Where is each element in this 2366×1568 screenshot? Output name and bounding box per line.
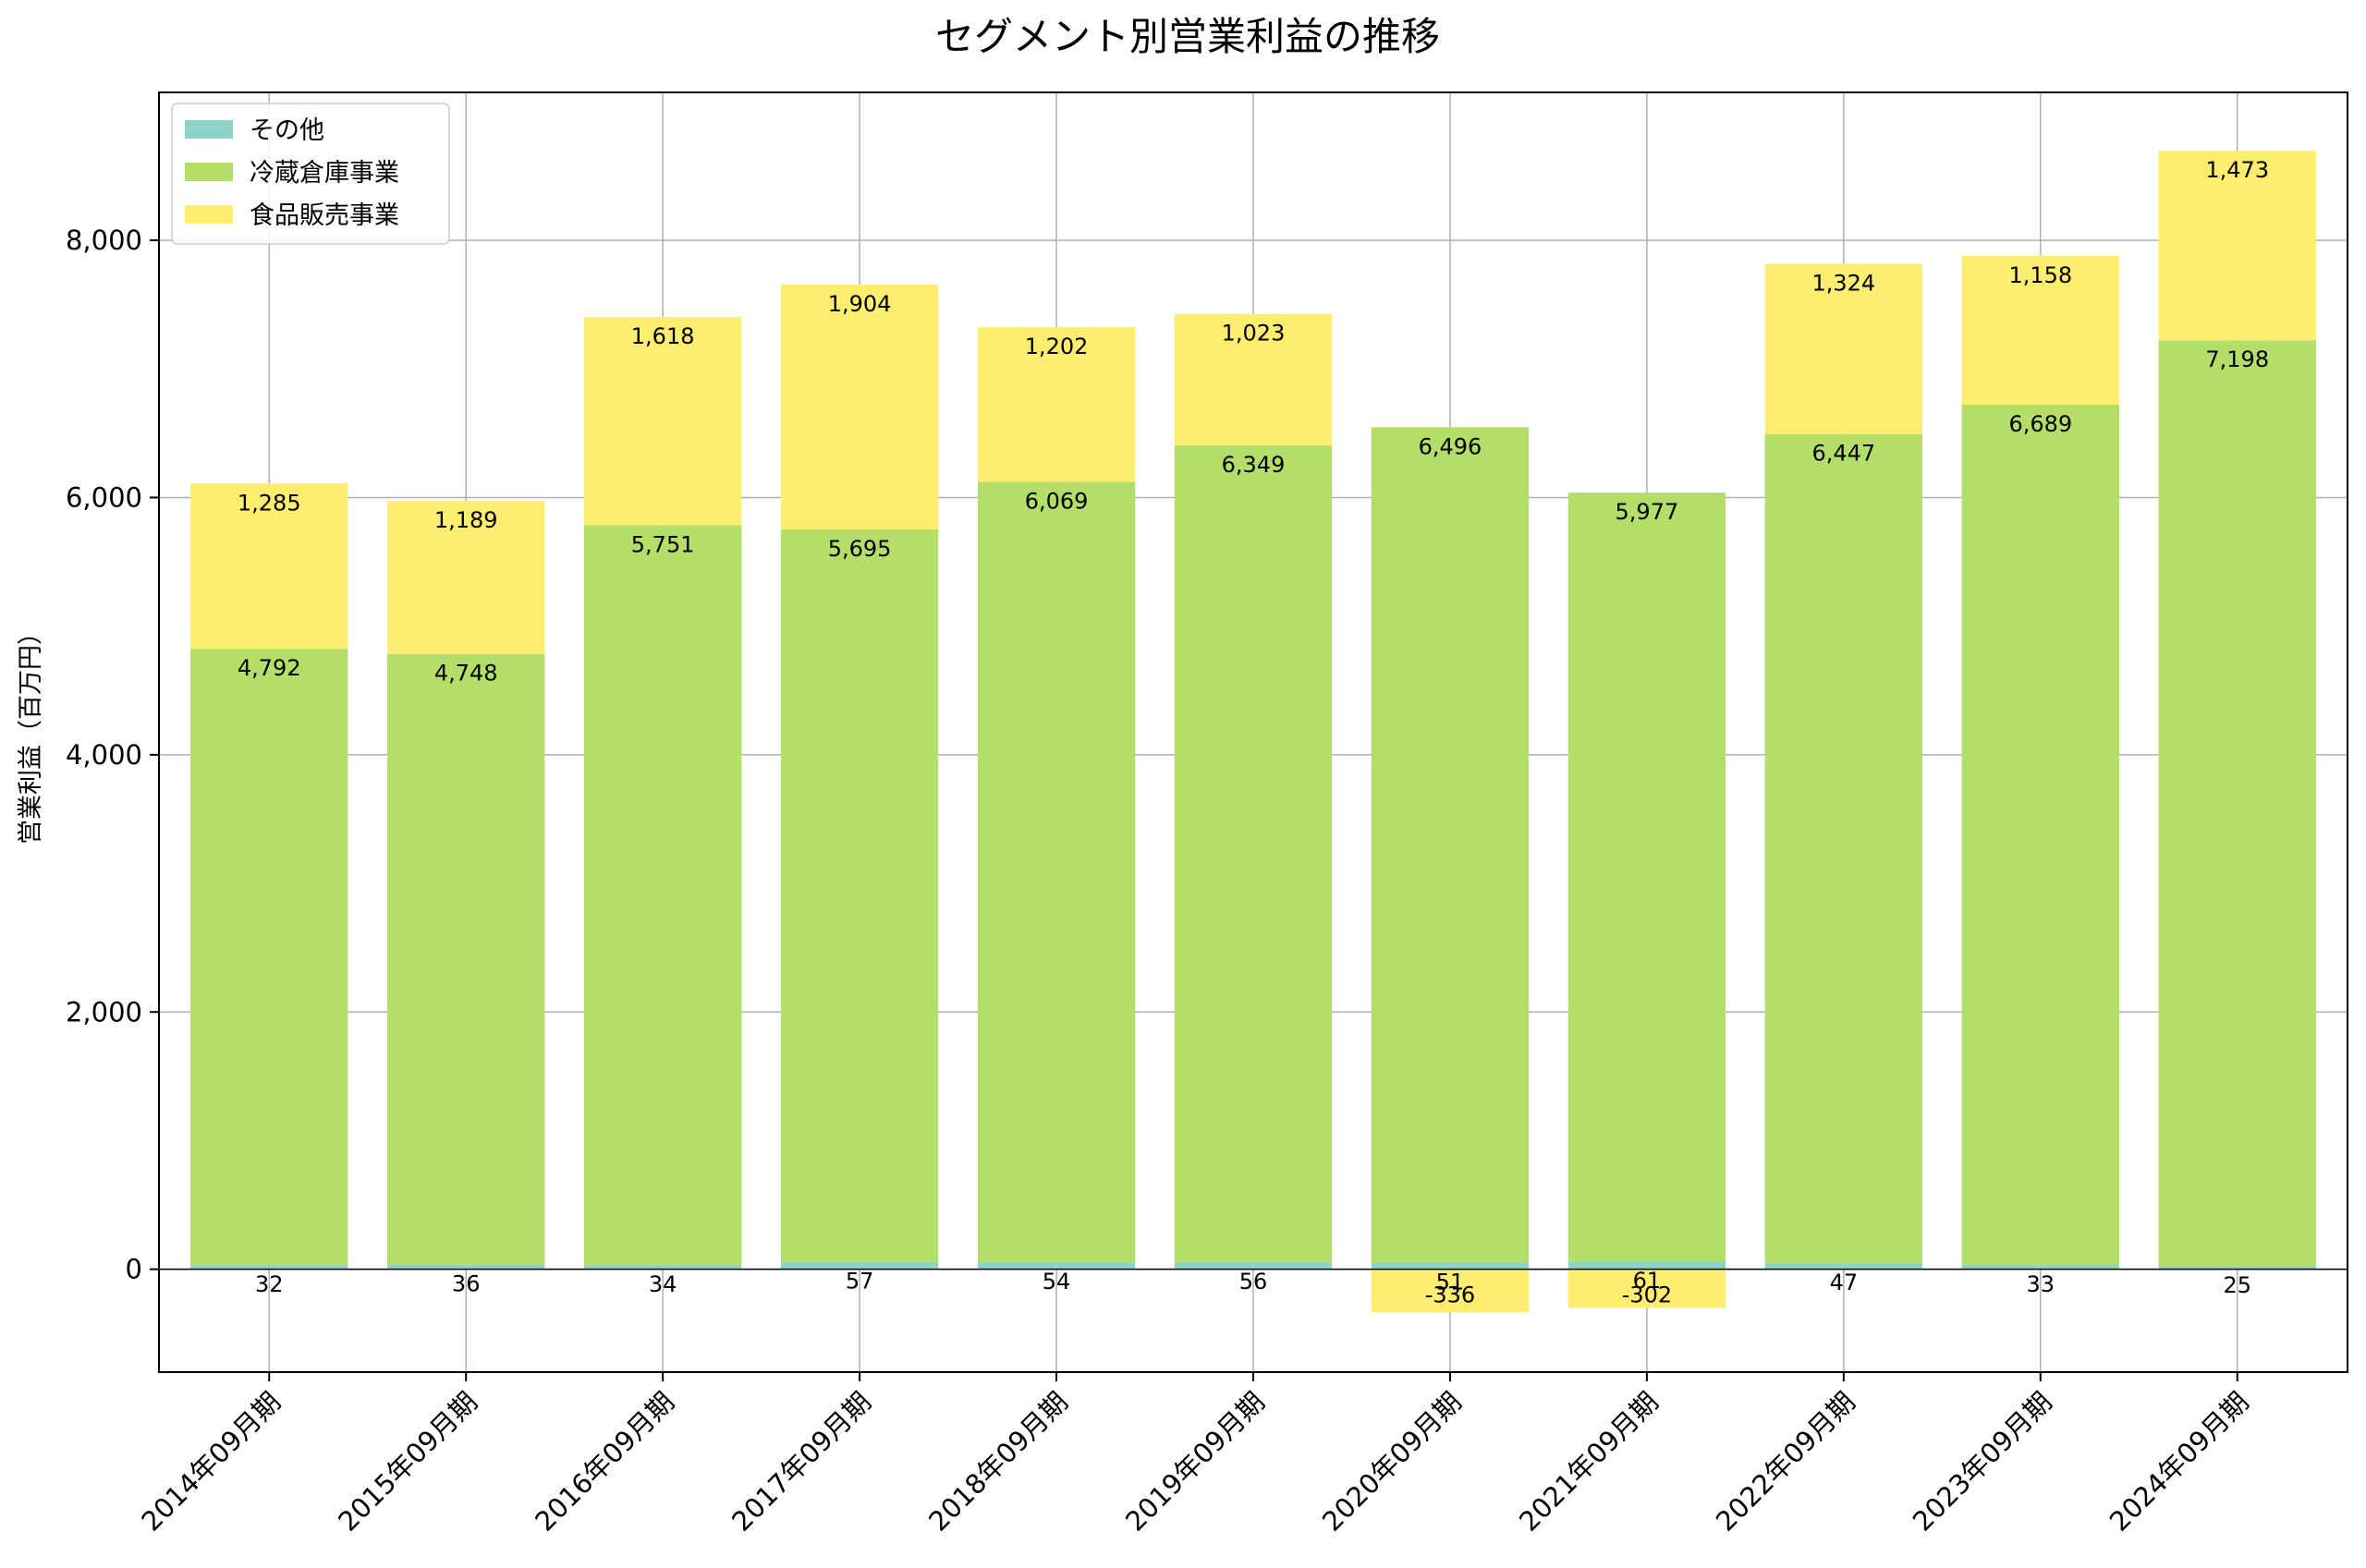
data-label: 32	[255, 1271, 284, 1297]
bar-segment	[1764, 1263, 1923, 1270]
data-label: 57	[846, 1269, 874, 1295]
legend-box	[171, 103, 450, 245]
bar-segment	[780, 284, 939, 529]
data-label: 1,158	[2008, 262, 2072, 288]
data-label: 56	[1239, 1269, 1268, 1295]
bar-segment	[1371, 1262, 1530, 1270]
y-axis: 0 2,000 4,000 6,000 8,000	[66, 225, 159, 1285]
bar-segment	[190, 1265, 348, 1270]
bar-segment	[1174, 1261, 1333, 1270]
data-label: 1,618	[631, 323, 695, 349]
x-tick-label: 2019年09月期	[1119, 1386, 1271, 1538]
bar-segment	[387, 1264, 545, 1270]
bar-segment	[1764, 263, 1923, 434]
bar-segment	[1764, 433, 1923, 1264]
x-tick-label: 2020年09月期	[1316, 1386, 1468, 1538]
bar-segment	[583, 317, 742, 526]
data-label: 1,189	[434, 507, 498, 533]
y-tick-label: 0	[126, 1254, 142, 1285]
bar-segment	[780, 529, 939, 1262]
bar-segment	[1567, 1269, 1726, 1308]
bar-segment	[387, 501, 545, 654]
bar-segment	[2158, 1266, 2316, 1270]
x-tick-label: 2017年09月期	[726, 1386, 877, 1538]
bar-segment	[780, 1261, 939, 1270]
bar-segment	[2158, 151, 2316, 341]
y-tick-label: 8,000	[66, 225, 142, 256]
data-label: 1,285	[238, 490, 301, 516]
x-tick-label: 2023年09月期	[1907, 1386, 2058, 1538]
x-tick-label: 2018年09月期	[922, 1386, 1074, 1538]
x-tick-label: 2021年09月期	[1513, 1386, 1665, 1538]
bar-segment	[1961, 1265, 2119, 1270]
data-label: 4,792	[238, 655, 301, 681]
chart-title: セグメント別営業利益の推移	[935, 14, 1440, 59]
bar-segment	[190, 649, 348, 1266]
data-label: 47	[1830, 1270, 1859, 1295]
x-tick-label: 2022年09月期	[1710, 1386, 1861, 1538]
bar-segment	[190, 483, 348, 650]
legend-swatch	[185, 163, 233, 181]
bar-segment	[583, 525, 742, 1265]
bar-segment	[1961, 404, 2119, 1266]
bar-segment	[1961, 255, 2119, 405]
data-label: -302	[1622, 1282, 1672, 1308]
data-label: 1,202	[1025, 334, 1089, 359]
data-label: -336	[1425, 1282, 1475, 1308]
bar-segment	[387, 653, 545, 1265]
bars	[190, 151, 2316, 1313]
legend-swatch	[185, 120, 233, 139]
data-label: 7,198	[2205, 346, 2269, 372]
bar-segment	[1567, 1261, 1726, 1270]
bar-segment	[583, 1264, 742, 1270]
bar-segment	[977, 1262, 1136, 1270]
data-label: 5,695	[828, 536, 892, 562]
x-tick-label: 2024年09月期	[2104, 1386, 2255, 1538]
x-tick-label: 2014年09月期	[135, 1386, 287, 1538]
legend-label: 食品販売事業	[250, 201, 399, 230]
y-axis-label: 営業利益（百万円）	[17, 620, 45, 845]
legend-label: その他	[250, 116, 324, 145]
bar-segment	[1174, 445, 1333, 1262]
bar-segment	[1174, 313, 1333, 446]
data-label: 1,904	[828, 291, 892, 317]
legend-label: 冷蔵倉庫事業	[250, 159, 399, 188]
data-labels: 32 36 34 57 54 56 51 61 47 33 25 4,792 4,748 5,751 5,6…	[238, 157, 2269, 1307]
data-label: 33	[2027, 1271, 2055, 1297]
data-label: 5,751	[631, 531, 695, 557]
bar-segment	[1371, 1269, 1530, 1313]
data-label: 1,324	[1811, 270, 1875, 296]
y-tick-label: 4,000	[66, 739, 142, 771]
data-label: 34	[649, 1271, 677, 1297]
data-label: 6,349	[1222, 452, 1286, 478]
legend-swatch	[185, 205, 233, 224]
bar-segment	[977, 327, 1136, 482]
data-label: 4,748	[434, 661, 498, 687]
data-label: 25	[2223, 1272, 2251, 1298]
bar-segment	[2158, 340, 2316, 1267]
data-label: 54	[1043, 1269, 1071, 1295]
bar-segment	[977, 481, 1136, 1263]
bar-segment	[1567, 492, 1726, 1262]
data-label: 61	[1633, 1268, 1662, 1294]
data-label: 6,689	[2008, 411, 2072, 437]
x-axis: 2014年09月期 2015年09月期 2016年09月期 2017年09月期 2018…	[135, 1372, 2255, 1538]
data-label: 6,496	[1419, 433, 1482, 459]
data-label: 36	[452, 1271, 481, 1297]
data-label: 5,977	[1616, 499, 1679, 525]
y-tick-label: 2,000	[66, 996, 142, 1027]
data-label: 1,023	[1222, 321, 1286, 346]
data-label: 51	[1436, 1270, 1465, 1295]
x-tick-label: 2016年09月期	[529, 1386, 680, 1538]
bar-segment	[1371, 427, 1530, 1263]
y-tick-label: 6,000	[66, 481, 142, 513]
x-tick-label: 2015年09月期	[332, 1386, 483, 1538]
data-label: 6,447	[1811, 441, 1875, 467]
data-label: 6,069	[1025, 488, 1089, 514]
data-label: 1,473	[2205, 157, 2269, 183]
